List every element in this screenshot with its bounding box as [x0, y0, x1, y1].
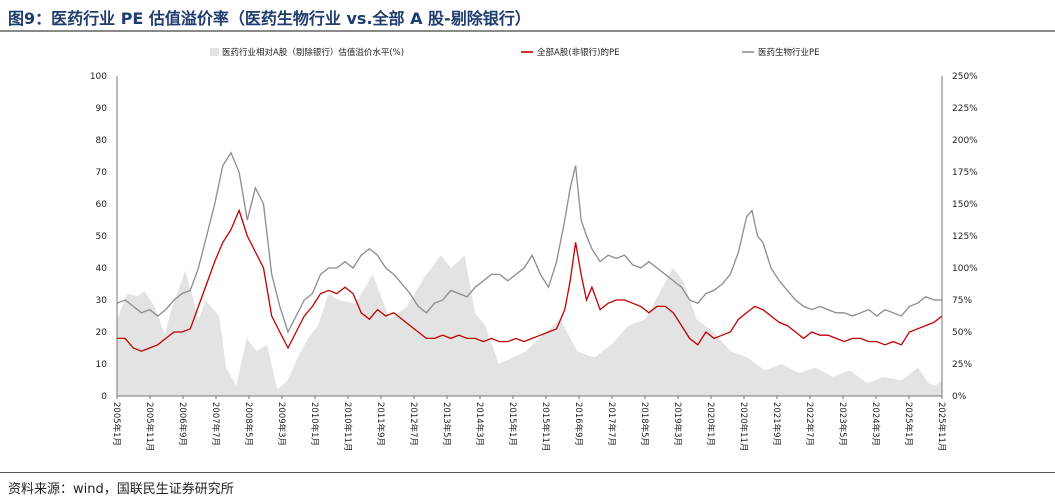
y-left-tick-label: 30	[96, 296, 108, 306]
x-axis: 2005年1月 2005年11月 2006年9月 2007年7月 2008年5月 2009…	[111, 396, 947, 451]
x-axis-tick-label: 2018年5月	[639, 402, 650, 446]
y-right-tick-label: 50%	[952, 328, 972, 338]
x-axis-tick-label: 2006年9月	[177, 402, 188, 446]
x-axis-tick-label: 2010年11月	[342, 402, 353, 451]
x-axis-tick-label: 2014年3月	[474, 402, 485, 446]
y-right-tick-label: 0%	[952, 392, 967, 402]
source-divider	[0, 472, 1055, 473]
y-right-tick-label: 75%	[952, 296, 972, 306]
chart-title: 图9：医药行业 PE 估值溢价率（医药生物行业 vs.全部 A 股-剔除银行）	[8, 9, 531, 28]
x-axis-tick-label: 2025年11月	[936, 402, 947, 451]
y-left-tick-label: 20	[96, 328, 108, 338]
x-axis-tick-label: 2017年7月	[606, 402, 617, 446]
pe-premium-chart: 0 10 20 30 40 50 60 70 80 90 100 0% 25% 50% 75% 100% 12…	[90, 47, 978, 451]
x-axis-tick-label: 2025年1月	[903, 402, 914, 446]
y-left-tick-label: 40	[96, 264, 108, 274]
x-axis-tick-label: 2010年1月	[309, 402, 320, 446]
x-axis-tick-label: 2005年11月	[144, 402, 155, 451]
title-divider	[0, 30, 1055, 32]
x-axis-tick-label: 2020年11月	[738, 402, 749, 451]
y-left-tick-label: 10	[96, 360, 108, 370]
y-left-tick-label: 60	[96, 200, 108, 210]
x-axis-tick-label: 2019年3月	[672, 402, 683, 446]
x-axis-tick-label: 2024年3月	[870, 402, 881, 446]
y-right-tick-label: 250%	[952, 72, 978, 82]
y-left-tick-label: 90	[96, 104, 108, 114]
legend-swatch-premium	[210, 48, 219, 56]
x-axis-tick-label: 2011年9月	[375, 402, 386, 446]
all-a-pe-line	[117, 208, 943, 352]
legend-label: 医药行业相对A股（剔除银行）估值溢价水平(%)	[222, 47, 404, 58]
x-axis-tick-label: 2023年5月	[837, 402, 848, 446]
x-axis-tick-label: 2008年5月	[243, 402, 254, 446]
x-axis-tick-label: 2013年5月	[441, 402, 452, 446]
y-axis-right: 0% 25% 50% 75% 100% 125% 150% 175% 200% 225% 250%	[941, 72, 978, 402]
x-axis-tick-label: 2007年7月	[210, 402, 221, 446]
y-right-tick-label: 175%	[952, 168, 978, 178]
source-note: 资料来源：wind，国联民生证券研究所	[8, 482, 234, 497]
premium-area-series	[117, 255, 942, 396]
y-left-tick-label: 100	[90, 72, 107, 82]
y-left-tick-label: 50	[96, 232, 108, 242]
x-axis-tick-label: 2009年3月	[276, 402, 287, 446]
x-axis-tick-label: 2020年1月	[705, 402, 716, 446]
x-axis-tick-label: 2022年7月	[804, 402, 815, 446]
y-left-tick-label: 80	[96, 136, 108, 146]
y-right-tick-label: 150%	[952, 200, 978, 210]
y-right-tick-label: 200%	[952, 136, 978, 146]
y-left-tick-label: 70	[96, 168, 108, 178]
y-axis-left: 0 10 20 30 40 50 60 70 80 90 100	[90, 72, 118, 402]
x-axis-tick-label: 2015年11月	[540, 402, 551, 451]
x-axis-tick-label: 2005年1月	[111, 402, 122, 446]
x-axis-tick-label: 2021年9月	[771, 402, 782, 446]
legend-label: 医药生物行业PE	[758, 47, 820, 58]
y-right-tick-label: 25%	[952, 360, 972, 370]
x-axis-tick-label: 2012年7月	[408, 402, 419, 446]
x-axis-tick-label: 2016年9月	[573, 402, 584, 446]
legend: 医药行业相对A股（剔除银行）估值溢价水平(%) 全部A股(非银行)的PE 医药生物行…	[210, 47, 820, 58]
x-axis-tick-label: 2015年1月	[507, 402, 518, 446]
pharma-pe-line	[116, 151, 942, 334]
legend-label: 全部A股(非银行)的PE	[537, 47, 619, 58]
y-right-tick-label: 100%	[952, 264, 978, 274]
y-right-tick-label: 225%	[952, 104, 978, 114]
y-right-tick-label: 125%	[952, 232, 978, 242]
y-left-tick-label: 0	[101, 392, 107, 402]
